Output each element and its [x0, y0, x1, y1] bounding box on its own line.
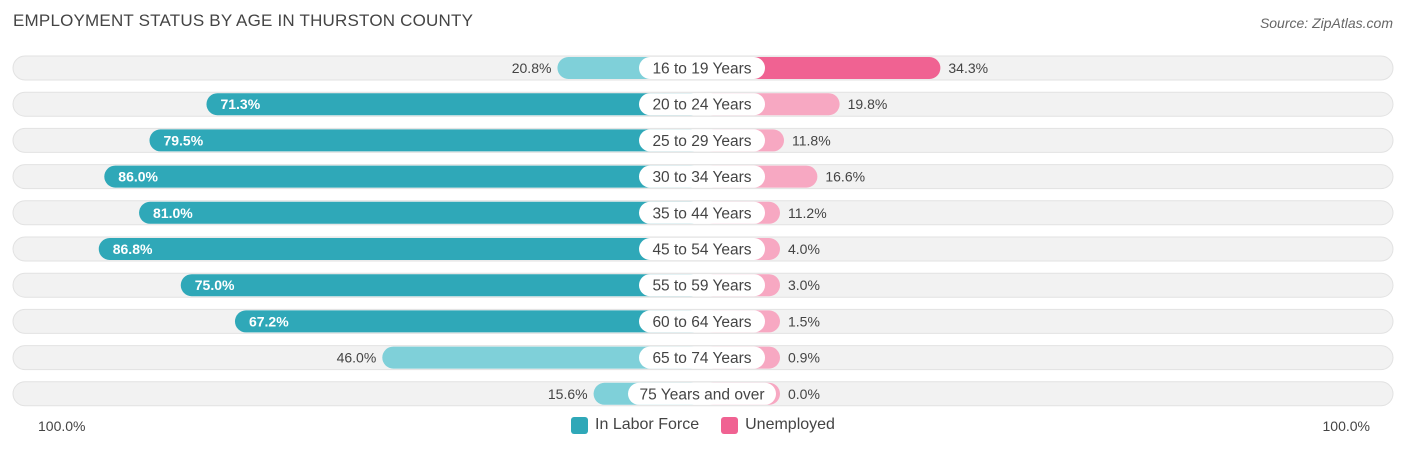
unemployed-value-label: 0.0% [788, 386, 820, 402]
legend-swatch-labor [571, 416, 589, 434]
labor-value-label: 46.0% [337, 350, 377, 366]
labor-value-label: 81.0% [153, 205, 193, 221]
labor-value-label: 20.8% [512, 60, 552, 76]
unemployed-value-label: 19.8% [848, 96, 888, 112]
category-label: 25 to 29 Years [652, 133, 751, 150]
legend: In Labor Force Unemployed [0, 416, 1406, 434]
category-label: 60 to 64 Years [652, 314, 751, 331]
category-label: 75 Years and over [640, 386, 765, 403]
labor-value-label: 15.6% [548, 386, 588, 402]
category-pill [639, 165, 765, 188]
category-pill [639, 201, 765, 224]
unemployed-value-label: 11.2% [788, 205, 827, 221]
unemployed-value-label: 4.0% [788, 241, 820, 257]
axis-right-label: 100.0% [1322, 418, 1370, 434]
labor-value-label: 67.2% [249, 313, 289, 329]
unemployed-value-label: 34.3% [948, 60, 988, 76]
unemployed-value-label: 11.8% [792, 132, 831, 148]
legend-item-labor: In Labor Force [571, 416, 699, 434]
labor-bar [206, 93, 702, 116]
labor-value-label: 71.3% [220, 96, 260, 112]
category-pill [639, 93, 765, 116]
labor-bar [98, 238, 703, 260]
labor-bar [180, 274, 702, 297]
chart-title: EMPLOYMENT STATUS BY AGE IN THURSTON COU… [13, 11, 474, 30]
unemployed-value-label: 16.6% [825, 169, 865, 185]
labor-bar [234, 310, 702, 333]
legend-label-labor: In Labor Force [595, 416, 700, 433]
labor-bar [139, 201, 703, 224]
chart: 16 to 19 Years 20.8% 34.3% 20 to 24 Years 71… [12, 55, 1394, 407]
unemployed-value-label: 3.0% [788, 277, 820, 293]
category-pill [639, 274, 765, 297]
category-pill [628, 382, 776, 405]
category-label: 45 to 54 Years [652, 242, 751, 259]
category-label: 16 to 19 Years [652, 61, 751, 78]
category-pill [639, 57, 765, 79]
labor-value-label: 86.8% [113, 241, 153, 257]
legend-item-unemployed: Unemployed [721, 416, 835, 434]
labor-value-label: 86.0% [118, 169, 158, 185]
labor-bar [104, 165, 703, 188]
category-label: 65 to 74 Years [652, 350, 751, 367]
unemployed-value-label: 1.5% [788, 313, 820, 329]
category-label: 20 to 24 Years [652, 97, 751, 114]
unemployed-value-label: 0.9% [788, 350, 820, 366]
category-label: 30 to 34 Years [652, 169, 751, 186]
legend-swatch-unemployed [721, 416, 739, 434]
labor-bar [382, 346, 702, 369]
category-pill [639, 346, 765, 369]
category-label: 55 to 59 Years [652, 278, 751, 295]
category-pill [639, 238, 765, 260]
source-label: Source: ZipAtlas.com [1259, 15, 1393, 31]
category-pill [639, 129, 765, 152]
labor-value-label: 79.5% [163, 132, 203, 148]
legend-label-unemployed: Unemployed [745, 416, 835, 433]
labor-bar [149, 129, 703, 152]
labor-value-label: 75.0% [195, 277, 235, 293]
category-pill [639, 310, 765, 333]
axis-left-label: 100.0% [38, 418, 86, 434]
category-label: 35 to 44 Years [652, 205, 751, 222]
